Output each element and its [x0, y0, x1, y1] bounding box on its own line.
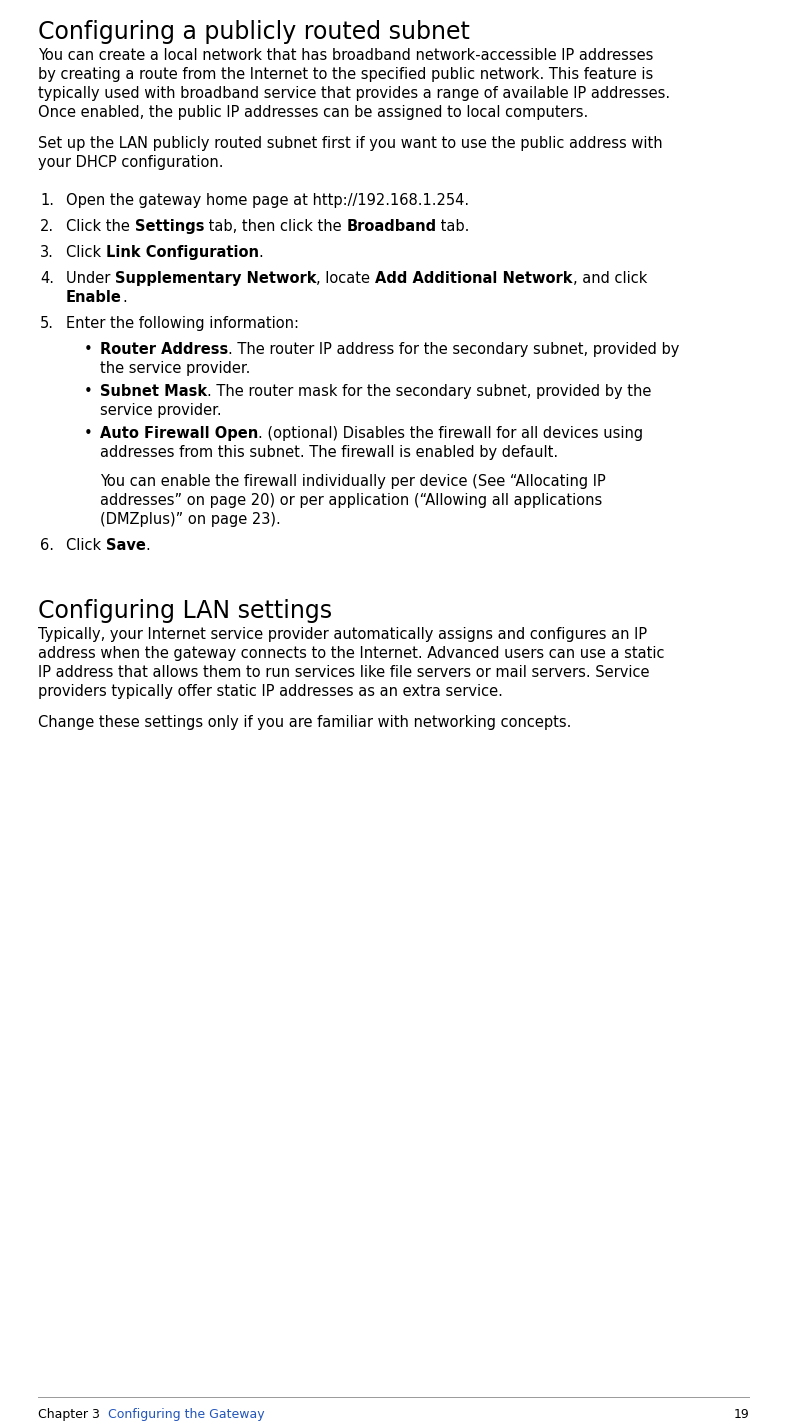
Text: Open the gateway home page at http://192.168.1.254.: Open the gateway home page at http://192…: [66, 193, 469, 208]
Text: •: •: [84, 384, 93, 398]
Text: . The router IP address for the secondary subnet, provided by: . The router IP address for the secondar…: [228, 341, 680, 357]
Text: 5.: 5.: [40, 316, 54, 331]
Text: You can enable the firewall individually per device (See “Allocating IP: You can enable the firewall individually…: [100, 474, 606, 488]
Text: Broadband: Broadband: [346, 218, 436, 234]
Text: . The router mask for the secondary subnet, provided by the: . The router mask for the secondary subn…: [207, 384, 652, 398]
Text: your DHCP configuration.: your DHCP configuration.: [38, 156, 224, 170]
Text: You can create a local network that has broadband network-accessible IP addresse: You can create a local network that has …: [38, 49, 653, 63]
Text: Auto Firewall Open: Auto Firewall Open: [100, 426, 258, 441]
Text: Chapter 3: Chapter 3: [38, 1408, 108, 1421]
Text: •: •: [84, 341, 93, 357]
Text: Settings: Settings: [135, 218, 204, 234]
Text: Change these settings only if you are familiar with networking concepts.: Change these settings only if you are fa…: [38, 715, 571, 730]
Text: 4.: 4.: [40, 271, 54, 286]
Text: Supplementary Network: Supplementary Network: [115, 271, 316, 286]
Text: addresses from this subnet. The firewall is enabled by default.: addresses from this subnet. The firewall…: [100, 446, 558, 460]
Text: Click: Click: [66, 538, 105, 553]
Text: (DMZplus)” on page 23).: (DMZplus)” on page 23).: [100, 513, 281, 527]
Text: IP address that allows them to run services like file servers or mail servers. S: IP address that allows them to run servi…: [38, 665, 649, 680]
Text: , and click: , and click: [573, 271, 647, 286]
Text: •: •: [84, 426, 93, 441]
Text: 1.: 1.: [40, 193, 54, 208]
Text: Typically, your Internet service provider automatically assigns and configures a: Typically, your Internet service provide…: [38, 627, 647, 643]
Text: Save: Save: [105, 538, 146, 553]
Text: typically used with broadband service that provides a range of available IP addr: typically used with broadband service th…: [38, 86, 670, 101]
Text: Add Additional Network: Add Additional Network: [375, 271, 573, 286]
Text: addresses” on page 20) or per application (“Allowing all applications: addresses” on page 20) or per applicatio…: [100, 493, 602, 508]
Text: address when the gateway connects to the Internet. Advanced users can use a stat: address when the gateway connects to the…: [38, 645, 664, 661]
Text: Configuring the Gateway: Configuring the Gateway: [108, 1408, 264, 1421]
Text: tab, then click the: tab, then click the: [204, 218, 346, 234]
Text: 2.: 2.: [40, 218, 54, 234]
Text: Enable: Enable: [66, 290, 122, 306]
Text: 19: 19: [733, 1408, 749, 1421]
Text: Set up the LAN publicly routed subnet first if you want to use the public addres: Set up the LAN publicly routed subnet fi…: [38, 136, 663, 151]
Text: by creating a route from the Internet to the specified public network. This feat: by creating a route from the Internet to…: [38, 67, 653, 81]
Text: . (optional) Disables the firewall for all devices using: . (optional) Disables the firewall for a…: [258, 426, 644, 441]
Text: .: .: [122, 290, 127, 306]
Text: .: .: [259, 246, 264, 260]
Text: Enter the following information:: Enter the following information:: [66, 316, 299, 331]
Text: Click: Click: [66, 246, 105, 260]
Text: service provider.: service provider.: [100, 403, 222, 418]
Text: .: .: [146, 538, 150, 553]
Text: Click the: Click the: [66, 218, 135, 234]
Text: the service provider.: the service provider.: [100, 361, 250, 376]
Text: Router Address: Router Address: [100, 341, 228, 357]
Text: providers typically offer static IP addresses as an extra service.: providers typically offer static IP addr…: [38, 684, 503, 698]
Text: Once enabled, the public IP addresses can be assigned to local computers.: Once enabled, the public IP addresses ca…: [38, 106, 588, 120]
Text: Under: Under: [66, 271, 115, 286]
Text: Link Configuration: Link Configuration: [105, 246, 259, 260]
Text: Subnet Mask: Subnet Mask: [100, 384, 207, 398]
Text: Configuring a publicly routed subnet: Configuring a publicly routed subnet: [38, 20, 470, 44]
Text: , locate: , locate: [316, 271, 375, 286]
Text: tab.: tab.: [436, 218, 470, 234]
Text: Configuring LAN settings: Configuring LAN settings: [38, 598, 332, 623]
Text: 3.: 3.: [40, 246, 54, 260]
Text: 6.: 6.: [40, 538, 54, 553]
